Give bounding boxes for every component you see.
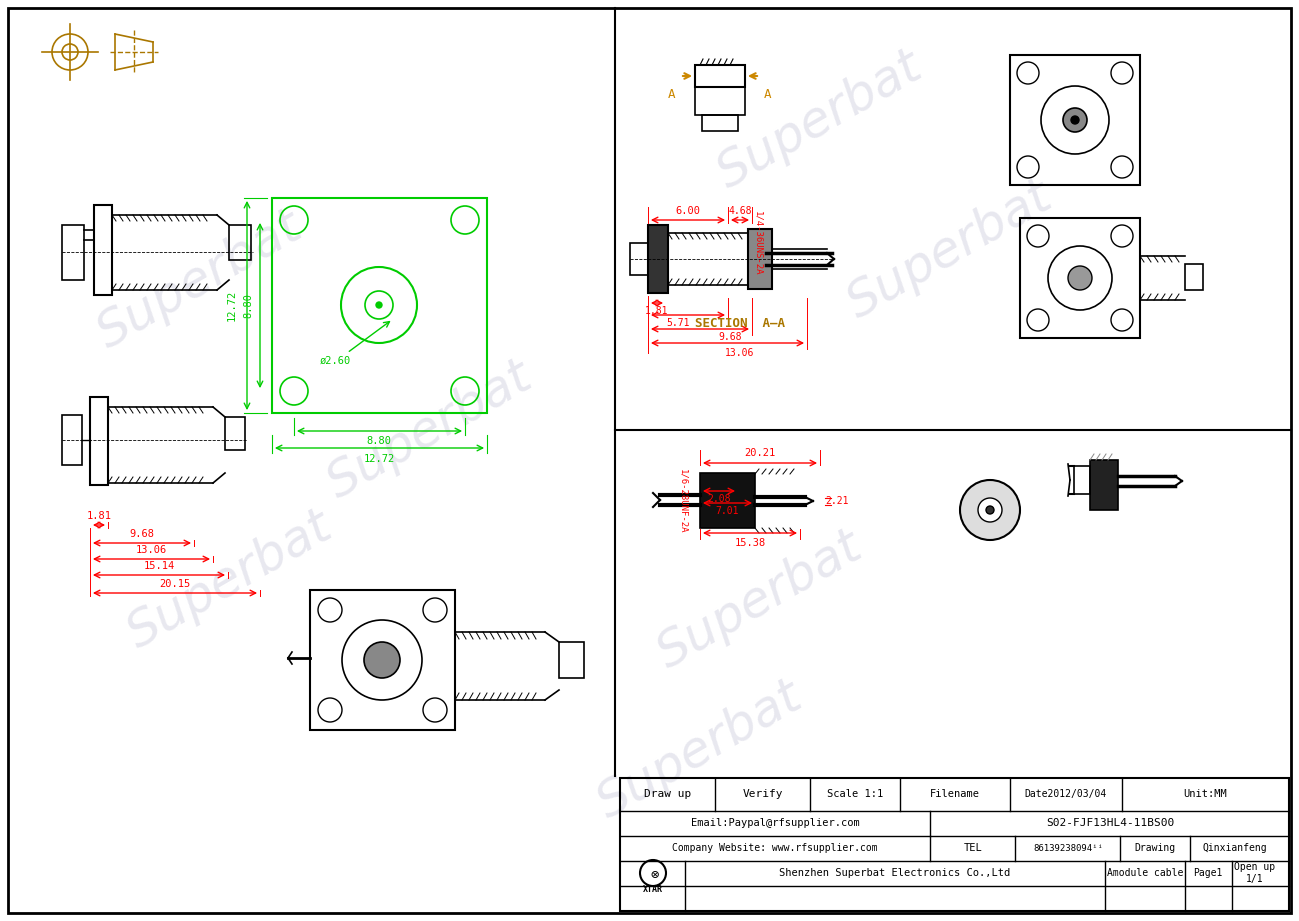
Text: Amodule cable: Amodule cable <box>1107 868 1183 878</box>
Text: 2.21: 2.21 <box>825 496 848 506</box>
Bar <box>648 225 668 293</box>
Text: S02-FJF13HL4-11BS00: S02-FJF13HL4-11BS00 <box>1046 818 1174 828</box>
Bar <box>62 415 82 465</box>
Text: Superbat: Superbat <box>120 502 340 658</box>
Circle shape <box>1070 116 1079 124</box>
Bar <box>1020 218 1141 338</box>
Bar <box>1074 466 1090 494</box>
Text: Company Website: www.rfsupplier.com: Company Website: www.rfsupplier.com <box>672 843 878 853</box>
Text: ⊗: ⊗ <box>651 868 659 882</box>
Bar <box>1090 460 1118 510</box>
Text: 6.00: 6.00 <box>675 206 700 216</box>
Bar <box>90 397 108 485</box>
Circle shape <box>1063 108 1087 132</box>
Text: Superbat: Superbat <box>588 672 811 828</box>
Bar <box>1011 55 1141 185</box>
Text: Superbat: Superbat <box>650 522 870 678</box>
Text: XTAR: XTAR <box>643 884 662 893</box>
Bar <box>94 205 112 295</box>
Text: 9.68: 9.68 <box>718 332 742 342</box>
Text: 8.80: 8.80 <box>243 293 253 318</box>
Text: 13.06: 13.06 <box>136 545 168 555</box>
Bar <box>229 225 251 260</box>
Text: Superbat: Superbat <box>709 42 931 198</box>
Text: SECTION  A—A: SECTION A—A <box>695 317 785 330</box>
Text: 12.72: 12.72 <box>364 454 395 464</box>
Circle shape <box>1068 266 1092 290</box>
Text: 8.80: 8.80 <box>366 436 391 446</box>
Text: Scale 1:1: Scale 1:1 <box>827 789 883 799</box>
Text: Date2012/03/04: Date2012/03/04 <box>1025 789 1107 799</box>
Text: 1.81: 1.81 <box>646 306 669 316</box>
Bar <box>225 417 246 450</box>
Text: Open up
1/1: Open up 1/1 <box>1234 862 1276 884</box>
Text: 20.21: 20.21 <box>744 448 776 458</box>
Text: 2.08: 2.08 <box>707 494 731 504</box>
Text: Draw up: Draw up <box>644 789 691 799</box>
Text: Superbat: Superbat <box>839 172 1061 328</box>
Text: 4.68: 4.68 <box>729 206 752 216</box>
Bar <box>695 65 746 87</box>
Text: 1/4-36UNS-2A: 1/4-36UNS-2A <box>753 211 763 275</box>
Text: TEL: TEL <box>964 843 982 853</box>
Text: Superbat: Superbat <box>320 352 540 507</box>
Circle shape <box>364 642 400 678</box>
Text: Email:Paypal@rfsupplier.com: Email:Paypal@rfsupplier.com <box>691 818 860 828</box>
Text: 13.06: 13.06 <box>725 348 755 358</box>
Bar <box>701 115 738 131</box>
Text: 5.71: 5.71 <box>666 318 690 328</box>
Bar <box>700 473 755 528</box>
Circle shape <box>986 506 994 514</box>
Text: Verify: Verify <box>743 789 783 799</box>
Text: 1/6-28UNF-2A: 1/6-28UNF-2A <box>678 469 687 533</box>
Bar <box>748 229 772 289</box>
Text: A: A <box>764 87 772 100</box>
Text: A: A <box>668 87 675 100</box>
Text: Drawing: Drawing <box>1134 843 1176 853</box>
Bar <box>559 642 585 678</box>
Circle shape <box>960 480 1020 540</box>
Text: Unit:MM: Unit:MM <box>1183 789 1226 799</box>
Text: Qinxianfeng: Qinxianfeng <box>1203 843 1268 853</box>
Text: 15.14: 15.14 <box>143 561 174 571</box>
Text: Shenzhen Superbat Electronics Co.,Ltd: Shenzhen Superbat Electronics Co.,Ltd <box>779 868 1011 878</box>
Bar <box>271 198 487 413</box>
Bar <box>620 778 1289 911</box>
Text: ø2.60: ø2.60 <box>320 356 351 366</box>
Text: Page1: Page1 <box>1194 868 1222 878</box>
Bar <box>62 225 84 280</box>
Text: 20.15: 20.15 <box>160 579 191 589</box>
Bar <box>695 87 746 115</box>
Text: Superbat: Superbat <box>90 202 310 358</box>
Text: 15.38: 15.38 <box>734 538 765 548</box>
Text: 7.01: 7.01 <box>716 506 739 516</box>
Text: 86139238094ⁱⁱ: 86139238094ⁱⁱ <box>1033 844 1103 853</box>
Text: Filename: Filename <box>930 789 979 799</box>
Circle shape <box>375 302 382 308</box>
Text: 9.68: 9.68 <box>130 529 155 539</box>
Bar <box>1185 264 1203 290</box>
Text: 1.81: 1.81 <box>87 511 112 521</box>
Bar <box>630 243 648 275</box>
Circle shape <box>978 498 1002 522</box>
Text: 12.72: 12.72 <box>227 289 236 321</box>
Bar <box>310 590 455 730</box>
